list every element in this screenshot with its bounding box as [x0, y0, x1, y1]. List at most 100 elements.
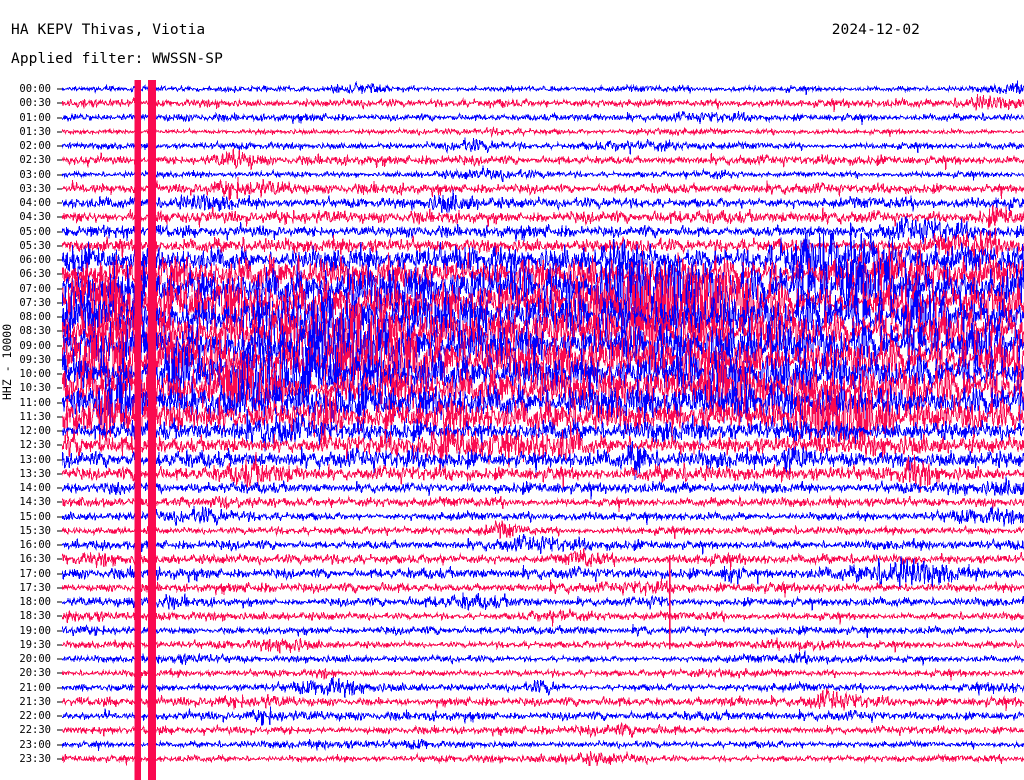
- time-tick-label: 01:00: [19, 111, 51, 124]
- trace-row: [62, 667, 1024, 681]
- trace-row: [62, 232, 1024, 288]
- time-tick: [57, 359, 62, 361]
- trace-row: [62, 148, 1024, 170]
- time-tick-label: 02:30: [19, 154, 51, 167]
- time-tick: [57, 202, 62, 204]
- time-tick-label: 12:30: [19, 439, 51, 452]
- time-tick-label: 21:00: [19, 681, 51, 694]
- time-tick-label: 22:00: [19, 710, 51, 722]
- time-tick-label: 03:00: [19, 168, 51, 181]
- time-tick: [57, 273, 62, 275]
- time-tick-label: 00:30: [19, 97, 51, 110]
- trace-row: [62, 578, 1024, 598]
- time-tick: [57, 501, 62, 503]
- time-tick-label: 18:00: [19, 596, 51, 608]
- time-tick: [57, 744, 62, 745]
- time-tick: [57, 259, 62, 261]
- trace-row: [62, 722, 1024, 739]
- time-tick-label: 05:30: [19, 239, 51, 252]
- trace-row: [62, 204, 1024, 229]
- time-tick: [57, 102, 62, 104]
- time-tick-label: 13:30: [19, 467, 51, 480]
- trace-row: [62, 751, 1024, 766]
- time-tick-label: 06:30: [19, 268, 51, 281]
- time-tick-label: 07:30: [19, 296, 51, 309]
- time-tick-label: 03:30: [19, 182, 51, 195]
- time-tick: [57, 672, 62, 674]
- time-tick: [57, 644, 62, 646]
- time-tick: [57, 145, 62, 147]
- trace-row: [62, 165, 1024, 183]
- time-tick: [57, 573, 62, 574]
- time-tick: [57, 430, 62, 432]
- trace-row: [62, 176, 1024, 201]
- time-tick-label: 18:30: [19, 610, 51, 623]
- trace-row: [62, 608, 1024, 627]
- time-tick-label: 09:00: [19, 339, 51, 352]
- time-tick: [57, 302, 62, 304]
- time-tick-label: 08:00: [19, 311, 51, 323]
- time-tick: [57, 117, 62, 118]
- time-tick-label: 15:30: [19, 524, 51, 537]
- time-tick: [57, 330, 62, 332]
- time-tick-label: 11:00: [19, 396, 51, 409]
- trace-row: [62, 360, 1024, 416]
- trace-row: [62, 137, 1024, 155]
- time-tick: [57, 216, 62, 218]
- date-label: 2024-12-02: [831, 22, 920, 38]
- time-tick-label: 01:30: [19, 125, 51, 138]
- trace-row: [62, 495, 1024, 512]
- time-tick-label: 22:30: [19, 724, 51, 737]
- trace-row: [62, 688, 1024, 711]
- time-tick: [57, 516, 62, 517]
- time-tick: [57, 316, 62, 318]
- applied-filter-label: Applied filter: WWSSN-SP: [11, 51, 223, 67]
- seismogram-traces: [62, 80, 1024, 780]
- time-tick: [57, 544, 62, 546]
- trace-row: [62, 111, 1024, 126]
- clipped-spike-band: [148, 80, 156, 780]
- time-tick: [57, 729, 62, 731]
- time-tick: [57, 288, 62, 289]
- trace-row: [62, 80, 1024, 95]
- station-title: HA KEPV Thivas, Viotia: [11, 22, 206, 38]
- trace-row: [62, 624, 1024, 639]
- trace-row: [62, 556, 1024, 588]
- trace-row: [62, 676, 1024, 698]
- time-tick-label: 21:30: [19, 695, 51, 708]
- time-tick-label: 16:00: [19, 539, 51, 551]
- time-tick: [57, 416, 62, 418]
- time-tick-label: 07:00: [19, 282, 51, 295]
- time-tick-label: 05:00: [19, 225, 51, 238]
- time-axis: 00:00 00:30 01:00 01:30 02:00 02:30 03:00 03:30…: [0, 80, 62, 780]
- trace-row: [62, 476, 1024, 500]
- trace-row: [62, 408, 1024, 453]
- time-tick: [57, 459, 62, 460]
- time-tick-label: 14:30: [19, 496, 51, 509]
- time-tick-label: 16:30: [19, 553, 51, 566]
- time-tick-label: 11:30: [19, 410, 51, 423]
- time-tick: [57, 444, 62, 446]
- trace-row: [62, 534, 1024, 555]
- time-tick-label: 20:00: [19, 653, 51, 665]
- time-tick: [57, 188, 62, 190]
- trace-row: [62, 452, 1024, 493]
- time-tick-label: 10:30: [19, 382, 51, 395]
- time-tick-label: 17:00: [19, 567, 51, 580]
- time-tick-label: 14:00: [19, 482, 51, 494]
- time-tick: [57, 615, 62, 617]
- time-tick: [57, 174, 62, 175]
- time-tick: [57, 373, 62, 375]
- time-tick: [57, 758, 62, 760]
- trace-row: [62, 94, 1024, 113]
- trace-row: [62, 706, 1024, 727]
- time-tick-label: 04:00: [19, 197, 51, 209]
- trace-row: [62, 520, 1024, 540]
- time-tick-label: 10:00: [19, 368, 51, 380]
- time-tick: [57, 231, 62, 232]
- time-tick-label: 09:30: [19, 353, 51, 366]
- time-tick-label: 13:00: [19, 453, 51, 466]
- time-tick: [57, 601, 62, 603]
- time-tick: [57, 558, 62, 560]
